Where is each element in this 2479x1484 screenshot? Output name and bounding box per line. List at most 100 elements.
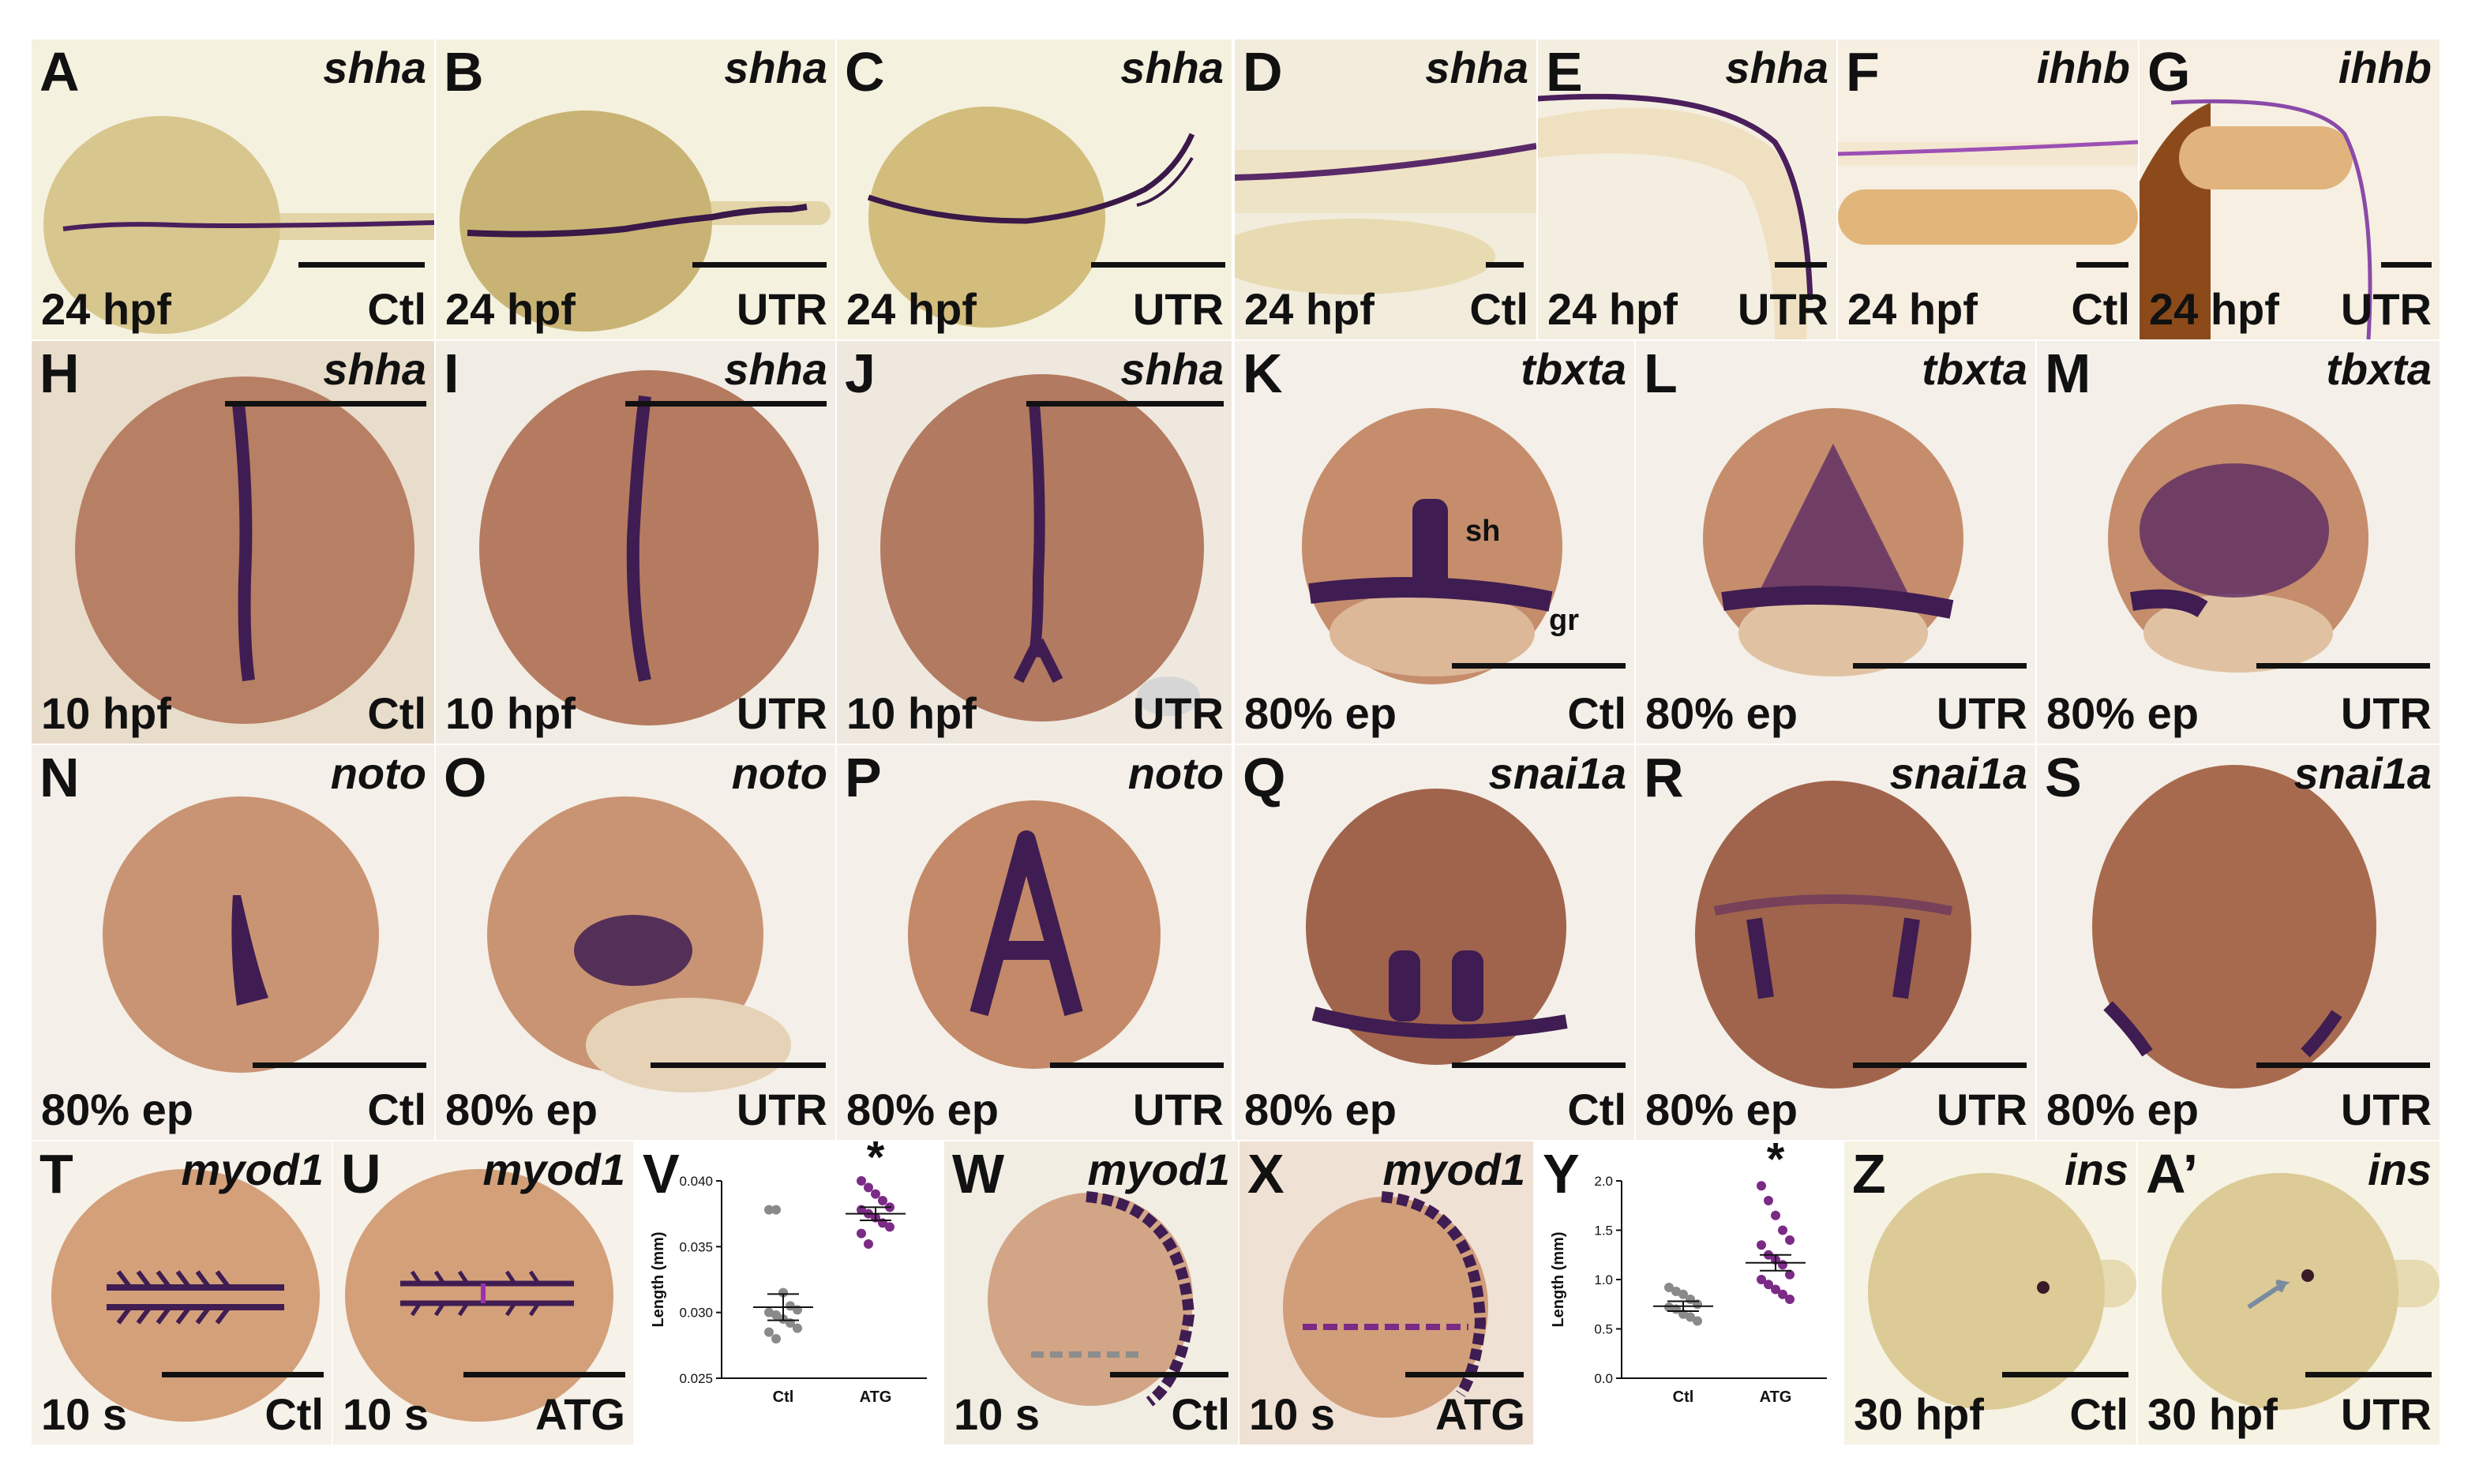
panel-letter: X bbox=[1247, 1143, 1285, 1205]
data-point bbox=[1785, 1235, 1795, 1245]
scale-bar bbox=[1486, 262, 1524, 268]
embryo-image bbox=[1283, 1191, 1488, 1418]
shield-annotation: sh bbox=[1465, 515, 1501, 548]
scale-bar bbox=[162, 1372, 324, 1377]
embryo-image bbox=[2162, 1173, 2440, 1410]
data-point bbox=[1785, 1269, 1795, 1280]
data-point bbox=[786, 1301, 795, 1311]
x-tick-label: Ctl bbox=[1673, 1388, 1694, 1406]
scale-bar bbox=[625, 401, 827, 407]
panel-p: P noto 80% ep UTR bbox=[837, 745, 1232, 1140]
embryo-image bbox=[2108, 404, 2368, 673]
gene-label: snai1a bbox=[2293, 748, 2432, 798]
panel-letter: B bbox=[444, 41, 484, 103]
panel-e: E shha 24 hpf UTR bbox=[1538, 39, 1836, 339]
condition-label: UTR bbox=[1737, 284, 1828, 334]
panel-letter: D bbox=[1243, 41, 1283, 103]
stage-label: 24 hpf bbox=[2149, 284, 2279, 334]
embryo-image bbox=[1838, 140, 2138, 245]
scale-bar bbox=[1091, 262, 1225, 268]
data-point bbox=[793, 1323, 802, 1333]
stage-label: 24 hpf bbox=[846, 284, 977, 334]
condition-label: Ctl bbox=[1567, 688, 1626, 738]
condition-label: UTR bbox=[2340, 1389, 2432, 1439]
scale-bar bbox=[1026, 401, 1224, 407]
embryo-image bbox=[75, 377, 414, 724]
y-tick-label: 1.5 bbox=[1594, 1224, 1613, 1239]
data-point bbox=[1771, 1284, 1780, 1295]
scale-bar bbox=[1405, 1372, 1524, 1377]
gene-label: myod1 bbox=[482, 1145, 626, 1194]
scale-bar bbox=[1452, 1062, 1626, 1068]
stage-label: 10 s bbox=[343, 1389, 429, 1439]
stage-label: 24 hpf bbox=[41, 284, 171, 334]
panel-letter: H bbox=[39, 343, 80, 404]
data-point bbox=[1757, 1181, 1766, 1191]
panel-u: U myod1 10 s ATG bbox=[333, 1141, 633, 1445]
scale-bar bbox=[1853, 1062, 2027, 1068]
panel-letter: J bbox=[845, 343, 876, 404]
y-tick-label: 2.0 bbox=[1594, 1174, 1613, 1189]
embryo-image bbox=[459, 111, 831, 332]
panel-letter: C bbox=[845, 41, 885, 103]
embryo-image bbox=[51, 1169, 320, 1422]
gene-label: ihhb bbox=[2338, 43, 2432, 92]
condition-label: Ctl bbox=[1171, 1389, 1230, 1439]
condition-label: Ctl bbox=[1469, 284, 1528, 334]
gene-label: tbxta bbox=[1521, 344, 1626, 394]
stage-label: 24 hpf bbox=[1847, 284, 1978, 334]
embryo-image bbox=[1235, 143, 1536, 294]
condition-label: ATG bbox=[1435, 1389, 1525, 1439]
condition-label: Ctl bbox=[1567, 1085, 1626, 1134]
data-point bbox=[1771, 1210, 1780, 1220]
y-tick-label: 0.030 bbox=[679, 1306, 713, 1321]
data-point bbox=[1693, 1316, 1702, 1326]
panel-v: V 0.025 0.030 0.035 0.040 Length (mm) Ctl ATG * bbox=[635, 1141, 943, 1445]
condition-label: Ctl bbox=[264, 1389, 324, 1439]
gene-label: shha bbox=[323, 344, 426, 394]
stage-label: 10 s bbox=[954, 1389, 1040, 1439]
panel-w: W myod1 10 s Ctl bbox=[944, 1141, 1238, 1445]
panel-letter: M bbox=[2045, 343, 2091, 404]
panel-c: C shha 24 hpf UTR bbox=[837, 39, 1232, 339]
data-point bbox=[771, 1334, 781, 1343]
data-point bbox=[871, 1189, 880, 1199]
scale-bar bbox=[2076, 262, 2128, 268]
gene-label: ihhb bbox=[2036, 43, 2130, 92]
condition-label: UTR bbox=[1936, 688, 2027, 738]
embryo-image bbox=[103, 796, 379, 1073]
embryo-image bbox=[487, 796, 791, 1092]
stage-label: 80% ep bbox=[2046, 688, 2199, 738]
gene-label: noto bbox=[1127, 748, 1224, 798]
panel-letter: A bbox=[39, 41, 80, 103]
data-point bbox=[857, 1176, 866, 1186]
significance-star: * bbox=[867, 1141, 885, 1183]
panel-letter: A’ bbox=[2146, 1143, 2199, 1205]
panel-a-prime: A’ ins 30 hpf UTR bbox=[2138, 1141, 2440, 1445]
x-tick-label: ATG bbox=[1760, 1388, 1792, 1406]
panel-g: G ihhb 24 hpf UTR bbox=[2140, 39, 2440, 339]
scale-bar bbox=[1775, 262, 1827, 268]
condition-label: UTR bbox=[1936, 1085, 2027, 1134]
condition-label: UTR bbox=[2340, 1085, 2432, 1134]
panel-letter: P bbox=[845, 747, 882, 808]
panel-o: O noto 80% ep UTR bbox=[436, 745, 835, 1140]
gene-label: shha bbox=[1120, 43, 1224, 92]
panel-n: N noto 80% ep Ctl bbox=[32, 745, 434, 1140]
condition-label: Ctl bbox=[367, 284, 426, 334]
data-point bbox=[1778, 1260, 1787, 1270]
embryo-image bbox=[867, 107, 1195, 328]
scale-bar bbox=[225, 401, 426, 407]
panel-z: Z ins 30 hpf Ctl bbox=[1844, 1141, 2136, 1445]
y-tick-label: 0.040 bbox=[679, 1174, 713, 1189]
data-point bbox=[864, 1239, 873, 1249]
scale-bar bbox=[2305, 1372, 2432, 1377]
stage-label: 24 hpf bbox=[445, 284, 576, 334]
gene-label: ins bbox=[2368, 1145, 2432, 1194]
data-point bbox=[1664, 1283, 1674, 1292]
stage-label: 80% ep bbox=[41, 1085, 193, 1134]
x-tick-label: ATG bbox=[860, 1388, 892, 1406]
gene-label: shha bbox=[724, 344, 827, 394]
condition-label: UTR bbox=[2340, 284, 2432, 334]
condition-label: UTR bbox=[1132, 1085, 1224, 1134]
